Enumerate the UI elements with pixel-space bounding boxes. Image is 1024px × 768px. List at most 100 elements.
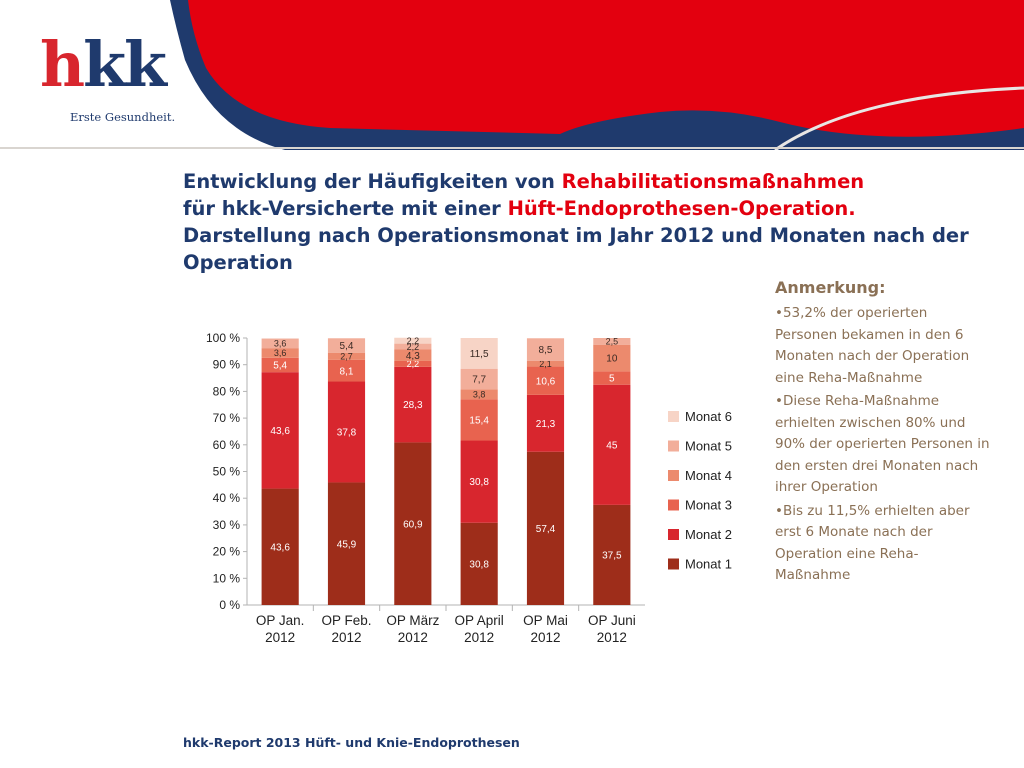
header-banner <box>0 0 1024 150</box>
data-label: 3,6 <box>274 339 287 349</box>
bar-segment-monat-5 <box>394 343 432 350</box>
data-label: 11,5 <box>470 349 489 360</box>
bar-segment-monat-1 <box>593 504 631 605</box>
y-tick-label: 30 % <box>213 518 241 532</box>
bar-segment-monat-1 <box>526 451 565 605</box>
legend-label: Monat 1 <box>685 557 732 572</box>
x-tick-label: 2012 <box>597 630 627 645</box>
data-label: 45,9 <box>337 539 357 550</box>
data-label: 15,4 <box>469 416 489 427</box>
x-tick-label: OP Mai <box>523 613 568 628</box>
annotation-item-1: •53,2% der operierten Personen bekamen i… <box>775 305 970 386</box>
data-label: 5,4 <box>340 341 354 352</box>
bar-segment-monat-4 <box>327 352 366 360</box>
legend-label: Monat 4 <box>685 468 732 483</box>
title-highlight-1: Rehabilitationsmaßnahmen <box>561 170 865 193</box>
annotation-panel: Anmerkung: •53,2% der operierten Persone… <box>775 278 990 589</box>
data-label: 45 <box>606 440 618 451</box>
data-label: 10,6 <box>536 376 556 387</box>
bar-segment-monat-5 <box>460 368 498 390</box>
data-label: 30,8 <box>469 477 489 488</box>
y-tick-label: 100 % <box>206 331 240 345</box>
data-label: 2,2 <box>407 336 420 346</box>
y-tick-label: 60 % <box>213 438 241 452</box>
data-label: 3,6 <box>274 348 287 358</box>
logo-wordmark: hkk <box>40 28 167 101</box>
data-label: 2,1 <box>539 359 552 369</box>
x-tick-label: OP März <box>386 613 439 628</box>
bar-segment-monat-3 <box>526 366 565 395</box>
data-label: 3,8 <box>473 390 486 400</box>
data-label: 2,5 <box>606 337 619 347</box>
bar-segment-monat-2 <box>460 440 498 523</box>
legend-label: Monat 3 <box>685 498 732 513</box>
data-label: 43,6 <box>270 426 290 437</box>
footer-text: hkk-Report 2013 Hüft- und Knie-Endoproth… <box>183 735 520 750</box>
data-label: 5 <box>609 374 615 385</box>
bar-segment-monat-2 <box>526 394 565 452</box>
data-label: 8,5 <box>539 345 553 356</box>
x-tick-label: 2012 <box>398 630 428 645</box>
legend-swatch <box>668 411 679 422</box>
data-label: 60,9 <box>403 519 423 530</box>
bar-segment-monat-5 <box>593 338 631 345</box>
data-label: 21,3 <box>536 419 556 430</box>
data-label: 2,7 <box>340 352 353 362</box>
x-tick-label: 2012 <box>464 630 494 645</box>
bar-segment-monat-1 <box>460 522 498 605</box>
y-tick-label: 70 % <box>213 411 241 425</box>
annotation-item-3: •Bis zu 11,5% erhielten aber erst 6 Mona… <box>775 502 970 584</box>
bar-segment-monat-4 <box>593 344 631 372</box>
data-label: 37,5 <box>602 551 622 562</box>
legend-label: Monat 5 <box>685 439 732 454</box>
data-label: 8,1 <box>340 366 354 377</box>
legend-swatch <box>668 440 679 452</box>
bar-segment-monat-4 <box>460 389 498 400</box>
annotation-item-2: •Diese Reha-Maßnahme erhielten zwischen … <box>775 393 990 495</box>
bar-segment-monat-3 <box>394 360 432 367</box>
slide-title: Entwicklung der Häufigkeiten von Rehabil… <box>183 168 983 276</box>
legend-label: Monat 6 <box>685 409 732 424</box>
bar-segment-monat-5 <box>526 338 565 361</box>
x-tick-label: 2012 <box>265 630 295 645</box>
x-tick-label: OP Juni <box>588 613 636 628</box>
legend-swatch <box>668 529 679 540</box>
bar-segment-monat-2 <box>261 372 299 489</box>
x-tick-label: 2012 <box>331 630 361 645</box>
data-label: 30,8 <box>469 559 489 570</box>
stacked-bar-chart: 0 % 10 % 20 % 30 % 40 % 50 % 60 % 70 % 80 % 90 % 1… <box>206 331 732 645</box>
x-tick-label: OP Jan. <box>256 613 305 628</box>
data-label: 7,7 <box>472 375 486 386</box>
y-tick-label: 40 % <box>213 491 241 505</box>
data-label: 10 <box>606 354 618 365</box>
bar-segment-monat-2 <box>394 366 432 443</box>
y-tick-label: 80 % <box>213 384 241 398</box>
x-tick-label: OP Feb. <box>321 613 371 628</box>
hkk-logo: hkk Erste Gesundheit. <box>40 34 190 126</box>
bar-segment-monat-2 <box>593 384 631 505</box>
data-label: 5,4 <box>273 361 287 372</box>
title-part-3: Darstellung nach Operationsmonat im Jahr… <box>183 224 969 274</box>
logo-tagline: Erste Gesundheit. <box>70 110 176 124</box>
y-tick-label: 90 % <box>213 358 241 372</box>
title-highlight-2: Hüft-Endoprothesen-Operation. <box>507 197 856 220</box>
y-tick-label: 0 % <box>219 598 240 612</box>
x-tick-label: 2012 <box>530 630 560 645</box>
bar-segment-monat-3 <box>593 371 631 385</box>
bar-segment-monat-6 <box>394 337 432 344</box>
x-tick-label: OP April <box>455 613 504 628</box>
data-label: 28,3 <box>403 400 423 411</box>
legend-label: Monat 2 <box>685 527 732 542</box>
legend-swatch <box>668 499 679 511</box>
y-tick-label: 20 % <box>213 545 241 559</box>
data-label: 37,8 <box>337 428 357 439</box>
bar-segment-monat-1 <box>394 442 432 605</box>
bar-segment-monat-4 <box>394 349 432 361</box>
bar-segment-monat-4 <box>526 360 565 367</box>
y-tick-label: 10 % <box>213 571 241 585</box>
bar-segment-monat-1 <box>327 482 366 605</box>
bar-segment-monat-6 <box>460 338 498 369</box>
data-label: 2,2 <box>407 342 420 352</box>
y-tick-label: 50 % <box>213 465 241 479</box>
legend-swatch <box>668 558 679 570</box>
